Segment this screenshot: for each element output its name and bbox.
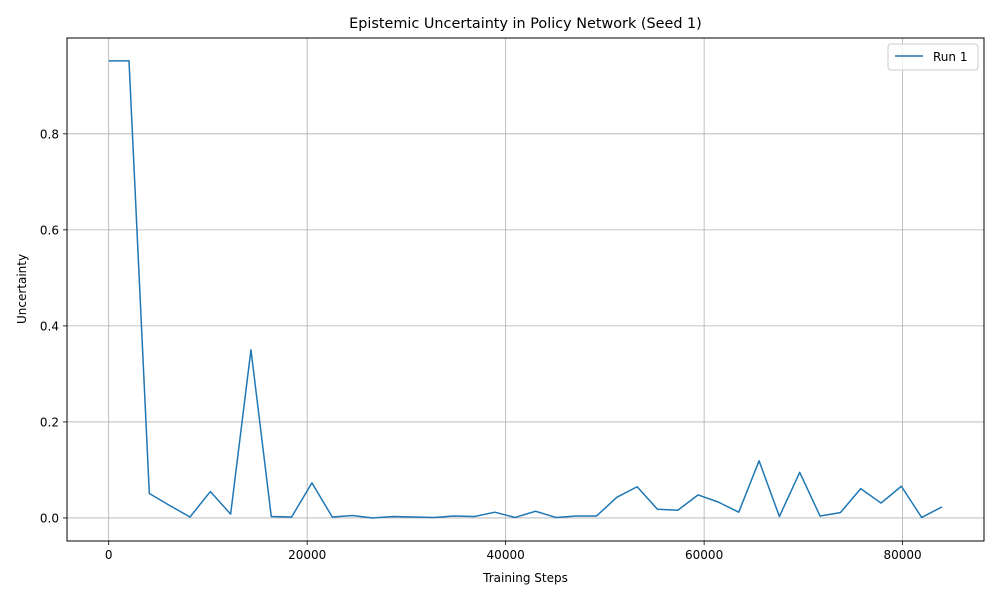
y-tick-label: 0.2 [40, 415, 59, 429]
legend-label-run-1: Run 1 [933, 50, 967, 64]
y-axis-ticks: 0.0 0.2 0.4 0.6 0.8 [40, 127, 67, 525]
x-axis-ticks: 0 20000 40000 60000 80000 [105, 541, 922, 562]
y-tick-label: 0.6 [40, 223, 59, 237]
y-axis-label: Uncertainty [15, 254, 29, 324]
x-tick-label: 0 [105, 548, 113, 562]
x-tick-label: 80000 [884, 548, 922, 562]
legend-box [887, 43, 979, 71]
x-axis-label: Training Steps [482, 571, 568, 585]
x-tick-label: 20000 [288, 548, 326, 562]
y-tick-label: 0.0 [40, 511, 59, 525]
series-lines [108, 60, 943, 519]
legend: Run 1 [887, 43, 979, 71]
y-tick-label: 0.8 [40, 127, 59, 141]
x-tick-label: 60000 [685, 548, 723, 562]
y-tick-label: 0.4 [40, 319, 59, 333]
series-line-1 [108, 60, 943, 519]
plot-area-frame [66, 37, 985, 542]
x-tick-label: 40000 [487, 548, 525, 562]
chart-title: Epistemic Uncertainty in Policy Network … [349, 16, 702, 32]
grid [67, 38, 984, 541]
